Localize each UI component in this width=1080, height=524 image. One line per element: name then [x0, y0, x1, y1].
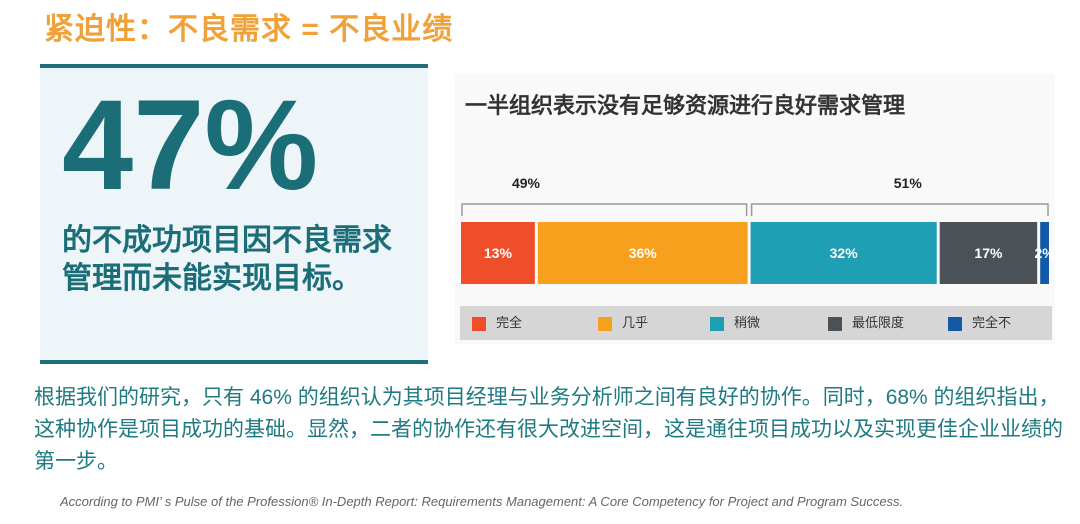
- legend-item: 几乎: [598, 315, 648, 331]
- bar-data-label: 36%: [629, 245, 658, 261]
- group-label-1: 49%: [512, 175, 541, 191]
- bar-segment-1: [461, 222, 535, 284]
- legend-label: 完全: [496, 315, 523, 330]
- body-paragraph: 根据我们的研究，只有 46% 的组织认为其项目经理与业务分析师之间有良好的协作。…: [34, 386, 1063, 473]
- legend-label: 稍微: [734, 315, 761, 330]
- group-label-2: 51%: [894, 175, 923, 191]
- page-title: 紧迫性：不良需求 = 不良业绩: [44, 13, 454, 46]
- stat-callout: 47% 的不成功项目因不良需求管理而未能实现目标。: [40, 64, 428, 364]
- group-bracket-2: [750, 203, 1049, 216]
- bar-segment-4: [939, 222, 1038, 284]
- bar-data-label: 2%: [1034, 245, 1055, 261]
- bar-segment-3: [750, 222, 937, 284]
- legend-swatch: [598, 316, 612, 331]
- bar-segment-2: [537, 222, 748, 284]
- chart-legend: 完全 几乎 稍微 最低限度 完全不: [460, 306, 1052, 340]
- legend-label: 几乎: [622, 315, 649, 330]
- legend-swatch: [828, 316, 842, 331]
- chart-title: 一半组织表示没有足够资源进行良好需求管理: [465, 93, 906, 118]
- stacked-bar-chart: 13% 36% 32% 17% 2% 49% 51%: [461, 175, 1055, 284]
- bar-data-label: 13%: [484, 245, 513, 261]
- legend-item: 最低限度: [828, 315, 904, 331]
- legend-label: 最低限度: [852, 315, 905, 330]
- callout-top-rule: [40, 64, 428, 68]
- chart-panel: 一半组织表示没有足够资源进行良好需求管理 13% 36% 32% 17% 2% 49% 51…: [455, 74, 1055, 344]
- group-bracket-1: [461, 203, 748, 216]
- legend-item: 稍微: [710, 315, 760, 331]
- bar-segment-5: [1040, 222, 1049, 284]
- bar-data-label: 17%: [974, 245, 1003, 261]
- source-citation: According to PMI’ s Pulse of the Profess…: [60, 494, 904, 509]
- legend-swatch: [948, 316, 962, 331]
- legend-swatch: [710, 316, 724, 331]
- legend-item: 完全: [472, 315, 522, 331]
- callout-bottom-rule: [40, 360, 428, 364]
- stat-description: 的不成功项目因不良需求管理而未能实现目标。: [62, 224, 392, 295]
- stat-value: 47%: [62, 74, 319, 217]
- bar-data-label: 32%: [830, 245, 859, 261]
- legend-swatch: [472, 316, 486, 331]
- legend-item: 完全不: [948, 315, 1011, 331]
- legend-label: 完全不: [972, 315, 1012, 330]
